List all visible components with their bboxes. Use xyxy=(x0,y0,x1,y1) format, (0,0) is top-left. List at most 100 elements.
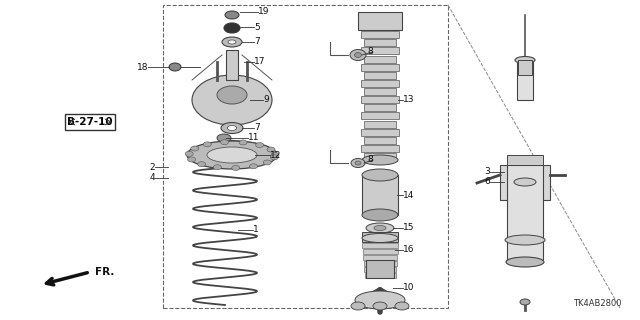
Text: 1: 1 xyxy=(253,226,259,235)
Text: 18: 18 xyxy=(136,62,148,71)
Bar xyxy=(507,165,543,260)
Ellipse shape xyxy=(169,63,181,71)
Bar xyxy=(358,12,402,30)
Text: 9: 9 xyxy=(263,95,269,105)
Text: 16: 16 xyxy=(403,245,415,254)
Ellipse shape xyxy=(204,142,211,147)
Bar xyxy=(362,232,398,242)
Ellipse shape xyxy=(224,23,240,33)
Bar xyxy=(361,145,399,152)
Ellipse shape xyxy=(263,160,271,165)
Bar xyxy=(362,175,398,215)
Ellipse shape xyxy=(350,50,366,60)
Bar xyxy=(364,137,396,144)
Text: 6: 6 xyxy=(484,178,490,187)
Bar xyxy=(363,255,397,260)
Ellipse shape xyxy=(520,299,530,305)
Ellipse shape xyxy=(185,151,193,156)
Ellipse shape xyxy=(217,134,231,142)
Ellipse shape xyxy=(207,147,257,163)
Ellipse shape xyxy=(250,164,257,169)
Ellipse shape xyxy=(270,155,278,160)
Text: 7: 7 xyxy=(254,124,260,132)
Bar xyxy=(364,153,396,160)
Bar xyxy=(226,50,238,80)
Text: 3: 3 xyxy=(484,167,490,177)
Bar xyxy=(361,64,399,71)
Text: 2: 2 xyxy=(149,163,155,172)
Ellipse shape xyxy=(191,146,199,151)
Bar xyxy=(364,261,397,266)
Bar xyxy=(361,47,399,54)
Text: 17: 17 xyxy=(254,58,266,67)
Ellipse shape xyxy=(515,57,535,63)
Ellipse shape xyxy=(227,125,237,131)
Ellipse shape xyxy=(355,291,405,309)
Ellipse shape xyxy=(351,158,365,167)
Bar xyxy=(364,88,396,95)
Bar xyxy=(364,267,396,272)
Text: 14: 14 xyxy=(403,190,414,199)
Ellipse shape xyxy=(362,234,398,243)
Bar xyxy=(361,112,399,119)
Ellipse shape xyxy=(351,302,365,310)
Text: FR.: FR. xyxy=(95,267,115,277)
Text: 11: 11 xyxy=(248,133,259,142)
Bar xyxy=(364,39,396,46)
Ellipse shape xyxy=(198,162,205,167)
Ellipse shape xyxy=(374,226,386,230)
Ellipse shape xyxy=(267,147,275,152)
Ellipse shape xyxy=(187,141,277,169)
Text: 8: 8 xyxy=(367,156,373,164)
Ellipse shape xyxy=(192,75,272,125)
Text: 15: 15 xyxy=(403,223,415,233)
Text: 5: 5 xyxy=(254,22,260,31)
Text: TK4AB2800: TK4AB2800 xyxy=(573,299,622,308)
Text: 13: 13 xyxy=(403,95,415,105)
Bar xyxy=(361,80,399,87)
Ellipse shape xyxy=(213,165,221,170)
Bar xyxy=(361,129,399,136)
Bar xyxy=(364,72,396,79)
Ellipse shape xyxy=(271,153,279,157)
Ellipse shape xyxy=(232,165,240,171)
Bar xyxy=(518,60,532,75)
Ellipse shape xyxy=(221,123,243,133)
Ellipse shape xyxy=(505,235,545,245)
Bar xyxy=(361,31,399,38)
Ellipse shape xyxy=(362,209,398,221)
Bar xyxy=(364,56,396,62)
Ellipse shape xyxy=(188,157,196,162)
Ellipse shape xyxy=(514,178,536,186)
Ellipse shape xyxy=(355,52,362,58)
Bar xyxy=(507,155,543,165)
Ellipse shape xyxy=(225,11,239,19)
Bar xyxy=(362,249,397,254)
Ellipse shape xyxy=(373,302,387,310)
Text: 7: 7 xyxy=(254,37,260,46)
Ellipse shape xyxy=(362,169,398,181)
Bar xyxy=(517,60,533,100)
Bar xyxy=(362,243,398,248)
Bar xyxy=(500,165,550,200)
Bar xyxy=(364,121,396,127)
Ellipse shape xyxy=(217,86,247,104)
Ellipse shape xyxy=(355,161,361,165)
Text: 10: 10 xyxy=(403,284,415,292)
Ellipse shape xyxy=(366,223,394,233)
Bar xyxy=(365,273,396,278)
Text: 8: 8 xyxy=(367,47,373,57)
Ellipse shape xyxy=(228,40,236,44)
Ellipse shape xyxy=(222,37,242,47)
Ellipse shape xyxy=(221,140,228,145)
Ellipse shape xyxy=(239,140,247,145)
Bar xyxy=(163,5,448,308)
Text: 19: 19 xyxy=(258,7,269,17)
Ellipse shape xyxy=(255,142,264,148)
Ellipse shape xyxy=(362,155,398,165)
Bar xyxy=(361,96,399,103)
Text: B-27-10: B-27-10 xyxy=(67,117,113,127)
Bar xyxy=(364,104,396,111)
Ellipse shape xyxy=(395,302,409,310)
Text: 12: 12 xyxy=(270,150,282,159)
